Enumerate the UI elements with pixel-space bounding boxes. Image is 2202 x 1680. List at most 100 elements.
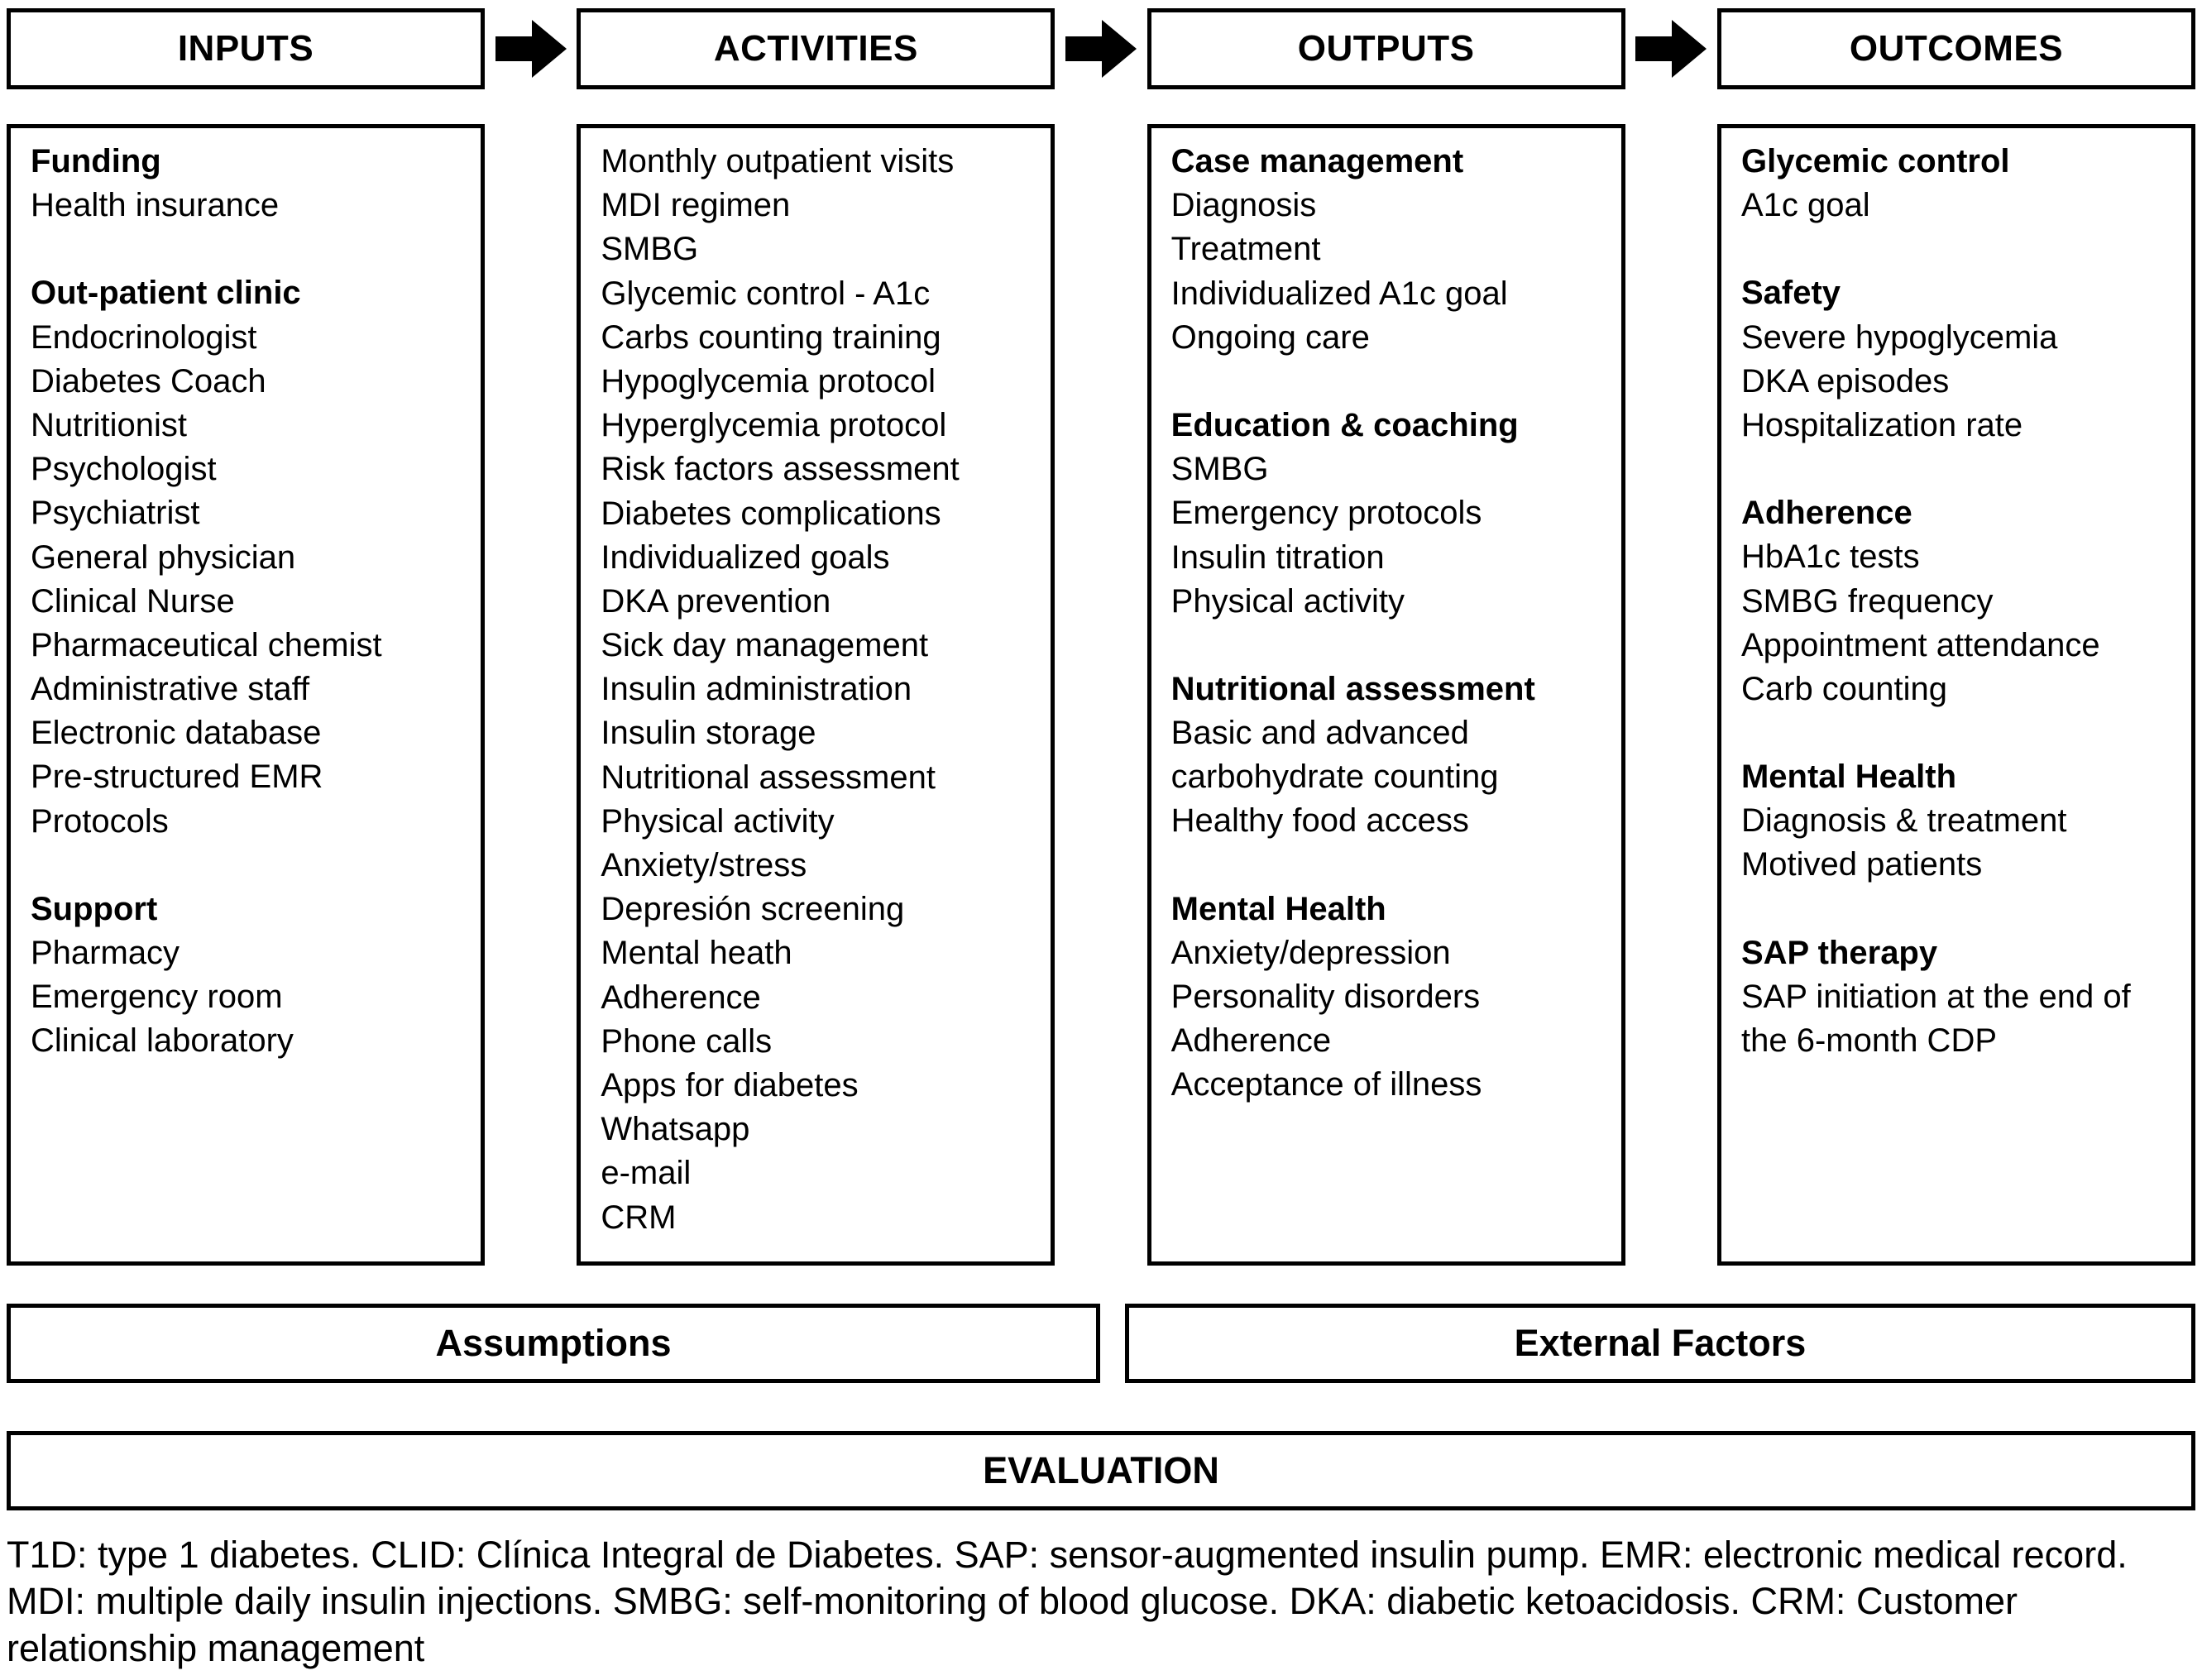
group-item: Nutritional assessment [601, 759, 936, 796]
logic-model-grid: INPUTS Funding Health insurance Out-patien… [7, 8, 2195, 1266]
group-item: Emergency room [31, 979, 283, 1016]
group-item: Mental heath [601, 935, 792, 972]
group-item: Treatment [1170, 231, 1321, 268]
group-item: Carb counting [1740, 670, 1948, 707]
group-title: Adherence [1740, 495, 1912, 532]
group-title: Education & coaching [1170, 406, 1519, 443]
group-item: Phone calls [601, 1022, 773, 1060]
group-item: Health insurance [31, 187, 280, 224]
group-title: Funding [31, 143, 161, 179]
item-group: Case management Diagnosis Treatment Individ… [1171, 140, 1603, 360]
group-item: Adherence [1170, 1022, 1332, 1060]
item-group: Nutritional assessment Basic and advanced… [1171, 668, 1603, 844]
group-item: Insulin storage [601, 715, 816, 752]
outputs-header: OUTPUTS [1146, 8, 1625, 89]
group-item: General physician [31, 538, 296, 576]
activities-column: ACTIVITIES Monthly outpatient visits MDI … [577, 8, 1056, 1266]
group-item: Pharmacy [31, 935, 180, 971]
item-group: Glycemic control A1c goal [1741, 140, 2173, 227]
group-title: Glycemic control [1740, 143, 2010, 179]
group-item: Adherence [601, 979, 761, 1016]
group-item: Protocols [31, 802, 169, 840]
group-item: Whatsapp [601, 1111, 750, 1148]
group-item: Physical activity [601, 802, 835, 840]
group-item: Electronic database [31, 715, 322, 752]
outputs-column: OUTPUTS Case management Diagnosis Treatmen… [1146, 8, 1625, 1266]
group-item: Diagnosis [1170, 187, 1317, 224]
inputs-header: INPUTS [7, 8, 485, 89]
assumptions-banner: Assumptions [7, 1304, 1100, 1383]
item-group: SAP therapy SAP initiation at the end of … [1741, 931, 2173, 1064]
group-item: Physical activity [1170, 582, 1405, 620]
right-arrow-icon [1065, 20, 1137, 78]
group-item: e-mail [601, 1155, 692, 1192]
group-item: Monthly outpatient visits [601, 143, 955, 179]
group-item: Depresión screening [601, 891, 905, 928]
group-item: SMBG frequency [1740, 582, 1994, 620]
evaluation-banner: EVALUATION [7, 1431, 2195, 1510]
group-item: SMBG [1170, 451, 1269, 488]
bottom-banner-row: Assumptions External Factors [7, 1304, 2195, 1383]
outcomes-header: OUTCOMES [1716, 8, 2195, 89]
group-item: Endocrinologist [31, 318, 257, 356]
item-group: Adherence HbA1c tests SMBG frequency Appoin… [1741, 491, 2173, 711]
group-item: Anxiety/stress [601, 847, 807, 883]
group-item: Psychologist [31, 451, 217, 488]
group-item: Clinical Nurse [31, 582, 235, 620]
group-item: A1c goal [1740, 187, 1870, 224]
group-title: Mental Health [1740, 759, 1957, 796]
group-item: MDI regimen [601, 187, 791, 224]
group-item: DKA episodes [1740, 362, 1950, 400]
group-item: Appointment attendance [1740, 626, 2100, 663]
item-group: Mental Health Diagnosis & treatment Motive… [1741, 755, 2173, 888]
external-factors-banner: External Factors [1125, 1304, 2195, 1383]
group-item: Diabetes complications [601, 495, 941, 532]
item-group: Support Pharmacy Emergency room Clinical la… [31, 888, 462, 1064]
group-item: SAP initiation at the end of the 6-month… [1740, 978, 2131, 1059]
group-item: Hyperglycemia protocol [601, 407, 947, 444]
group-item: CRM [601, 1199, 677, 1236]
group-item: Hospitalization rate [1740, 406, 2023, 443]
arrow-inputs-to-activities [485, 8, 577, 89]
group-item: Carbs counting training [601, 318, 941, 356]
right-arrow-icon [495, 20, 567, 78]
inputs-column: INPUTS Funding Health insurance Out-patien… [7, 8, 485, 1266]
item-group: Out-patient clinic Endocrinologist Diabete… [31, 271, 462, 843]
group-item: HbA1c tests [1740, 538, 1920, 576]
group-item: Severe hypoglycemia [1740, 318, 2058, 356]
group-item: Individualized goals [601, 538, 890, 576]
group-title: Case management [1170, 143, 1464, 179]
group-item: SMBG [601, 231, 699, 268]
outcomes-column: OUTCOMES Glycemic control A1c goal Safety S… [1716, 8, 2195, 1266]
item-group: Funding Health insurance [31, 140, 462, 227]
group-title: Nutritional assessment [1170, 670, 1535, 707]
item-group: Safety Severe hypoglycemia DKA episodes Hos… [1741, 271, 2173, 448]
group-item: Insulin titration [1170, 538, 1385, 576]
group-item: Administrative staff [31, 671, 310, 708]
group-item: Psychiatrist [31, 495, 200, 532]
group-item: Ongoing care [1170, 318, 1370, 356]
group-title: Support [31, 890, 158, 927]
group-item: Emergency protocols [1170, 495, 1482, 532]
group-title: SAP therapy [1740, 934, 1938, 971]
item-group: Education & coaching SMBG Emergency protoc… [1171, 404, 1603, 624]
group-item: Pre-structured EMR [31, 759, 323, 796]
outputs-body: Case management Diagnosis Treatment Individ… [1146, 124, 1625, 1266]
group-item: Personality disorders [1170, 979, 1481, 1015]
group-item: Basic and advanced carbohydrate counting [1170, 715, 1499, 796]
group-item: Diagnosis & treatment [1740, 802, 2067, 840]
group-item: Acceptance of illness [1170, 1066, 1482, 1103]
group-item: Motived patients [1740, 846, 1983, 883]
group-item: Hypoglycemia protocol [601, 362, 936, 400]
arrow-outputs-to-outcomes [1625, 8, 1717, 89]
arrow-activities-to-outputs [1055, 8, 1146, 89]
item-group: Monthly outpatient visits MDI regimen SMBG… [601, 140, 1032, 1240]
inputs-body: Funding Health insurance Out-patient clini… [7, 124, 485, 1266]
item-group: Mental Health Anxiety/depression Personali… [1171, 888, 1603, 1108]
group-item: Healthy food access [1170, 802, 1469, 840]
group-item: Glycemic control - A1c [601, 275, 931, 312]
group-title: Out-patient clinic [31, 275, 301, 312]
group-item: Insulin administration [601, 671, 912, 708]
group-item: Diabetes Coach [31, 362, 266, 400]
